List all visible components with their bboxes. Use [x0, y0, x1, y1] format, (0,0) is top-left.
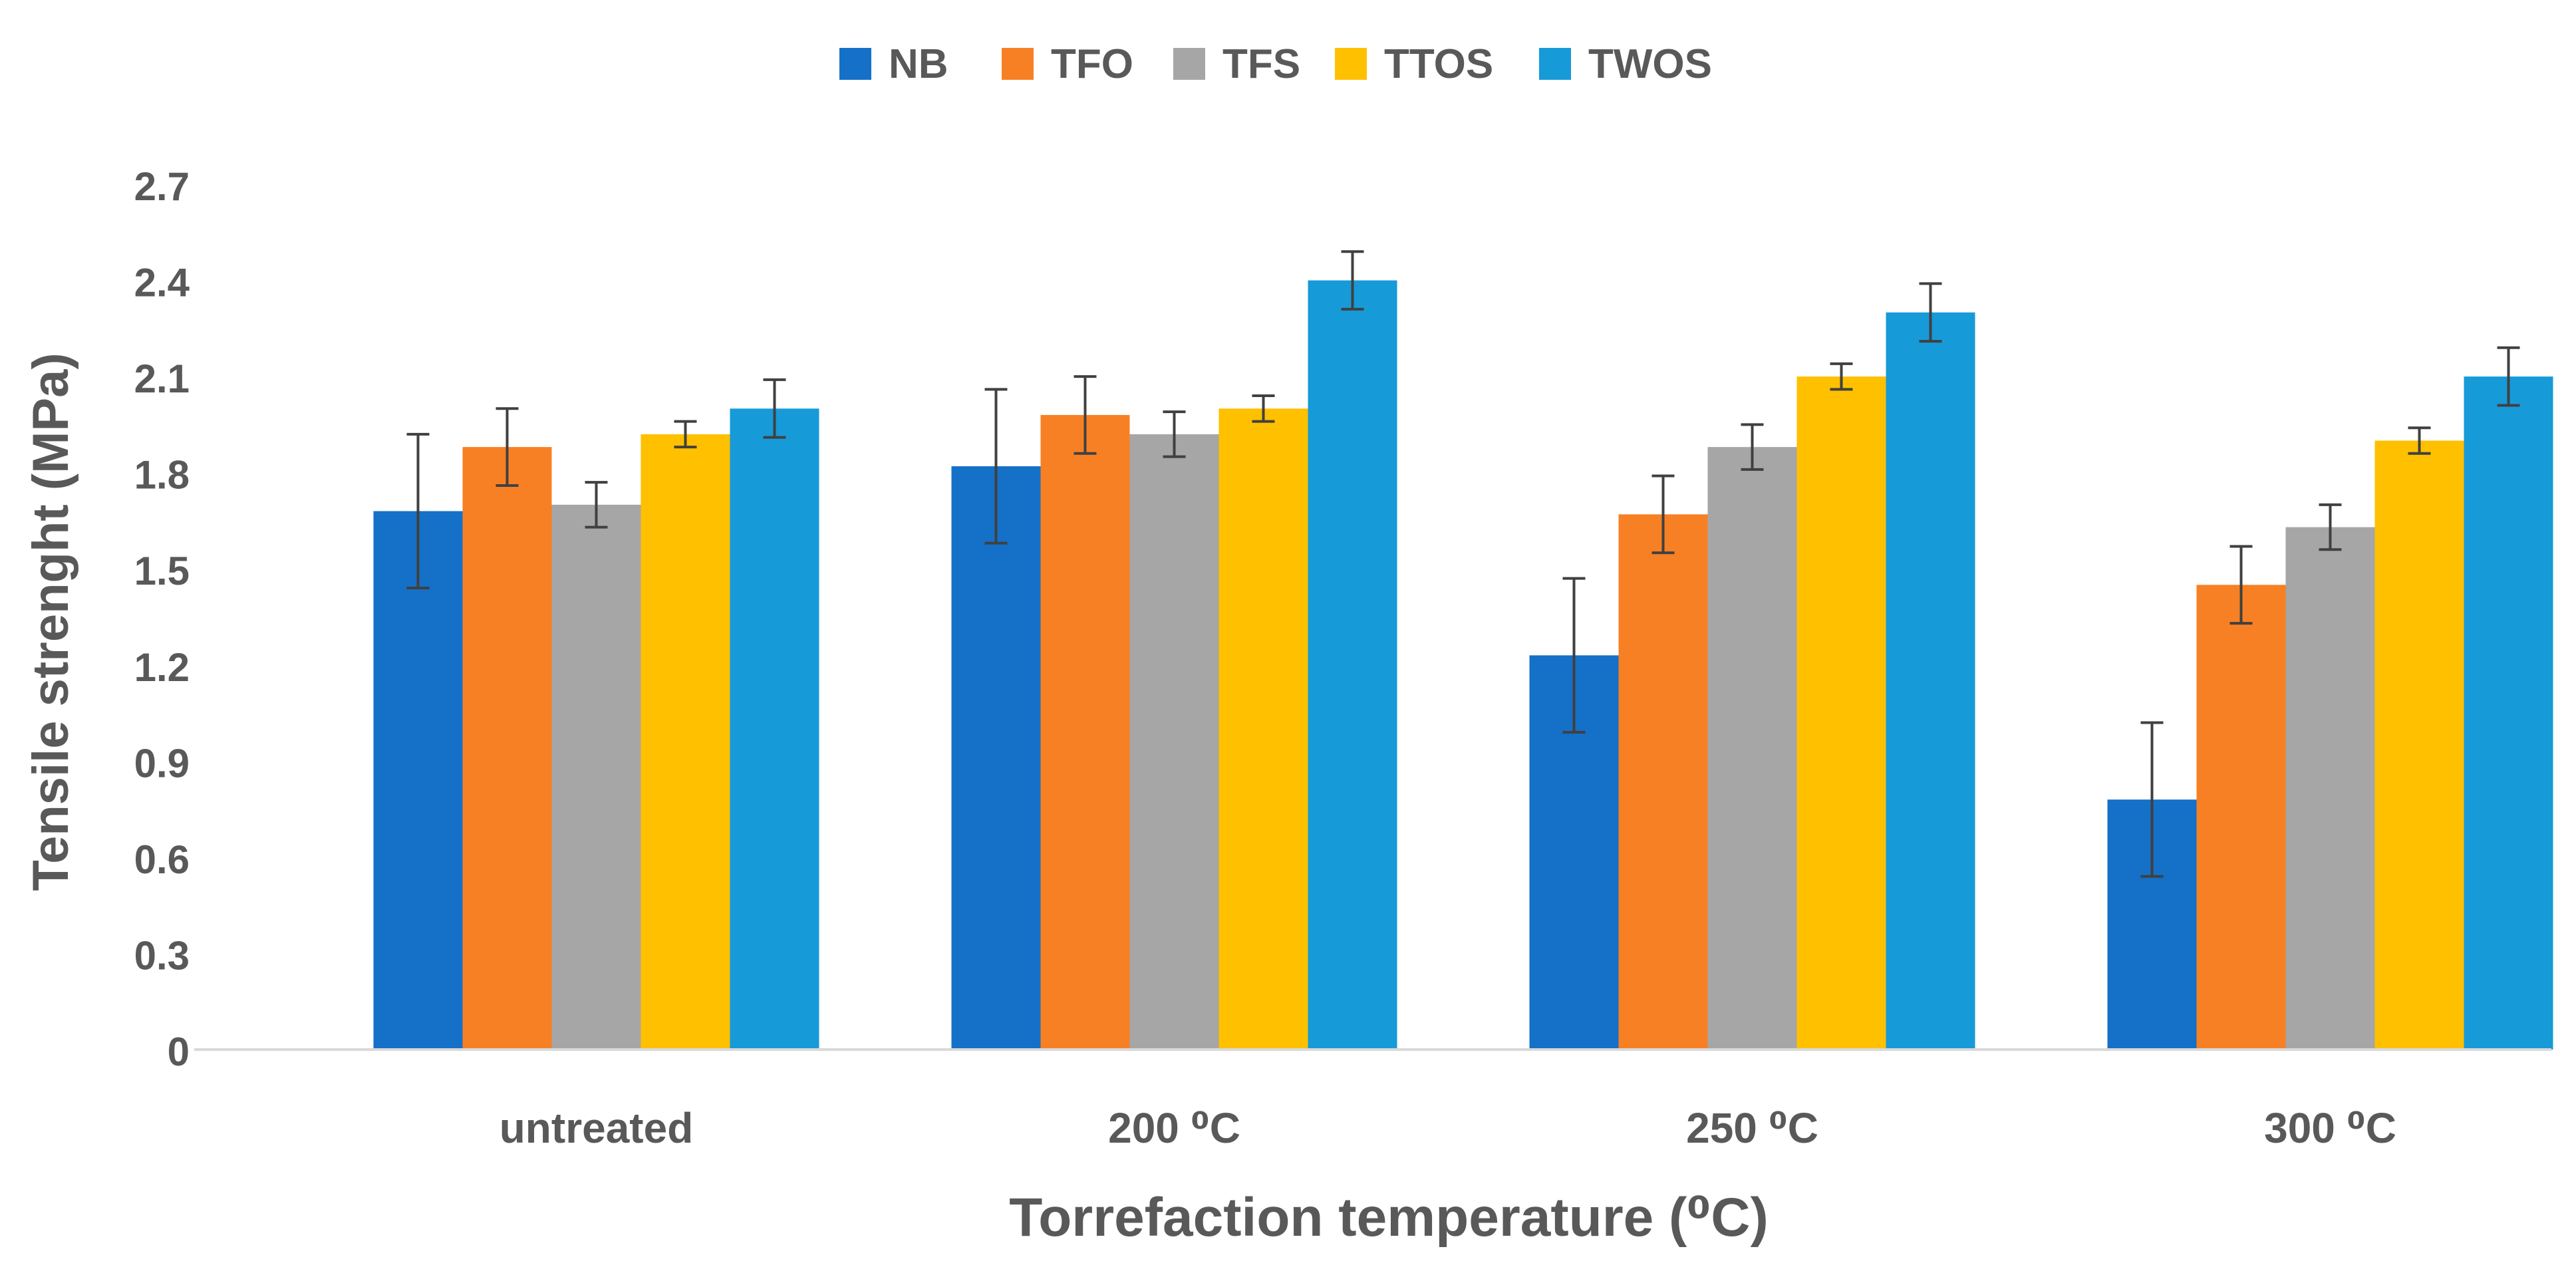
x-tick-label: 200 ⁰C [1108, 1104, 1240, 1152]
error-bar-nb-1 [984, 388, 1008, 545]
error-bar-twos-1 [1341, 250, 1364, 311]
error-bar-tfs-2 [1741, 423, 1764, 471]
legend-swatch [1335, 48, 1367, 80]
bar-tfs-3 [2285, 527, 2375, 1050]
y-tick-label: 0.6 [134, 837, 190, 882]
bar-twos-2 [1886, 312, 1975, 1050]
y-tick-label: 2.4 [134, 261, 190, 305]
legend-label: TTOS [1384, 41, 1493, 87]
error-bar-twos-3 [2497, 346, 2520, 407]
bar-nb-1 [951, 466, 1041, 1050]
legend-label: TWOS [1588, 41, 1712, 87]
error-bar-tfs-0 [585, 481, 608, 529]
y-tick-label: 1.8 [134, 453, 190, 498]
legend: NB TFO TFS TTOS TWOS [839, 41, 1712, 87]
error-bar-nb-0 [406, 432, 430, 590]
error-bar-tfs-3 [2319, 503, 2342, 551]
x-axis: untreated 200 ⁰C 250 ⁰C 300 ⁰C [194, 1048, 2551, 1152]
x-tick-label: 300 ⁰C [2264, 1104, 2396, 1152]
error-bar-tfs-1 [1163, 410, 1186, 458]
error-bar-ttos-2 [1830, 362, 1853, 391]
y-tick-label: 0.3 [134, 933, 190, 978]
error-bar-ttos-1 [1252, 394, 1275, 423]
y-axis-title: Tensile strenght (MPa) [23, 353, 79, 891]
bar-tfo-1 [1040, 414, 1130, 1050]
y-tick-label: 0.9 [134, 741, 190, 785]
legend-label: TFO [1051, 41, 1133, 87]
error-bar-nb-2 [1562, 577, 1586, 734]
y-tick-label: 0 [168, 1030, 190, 1074]
y-tick-label: 2.7 [134, 164, 190, 209]
x-tick-label: 250 ⁰C [1686, 1104, 1818, 1152]
legend-label: TFS [1222, 41, 1300, 87]
bar-twos-3 [2464, 376, 2553, 1050]
bar-twos-1 [1308, 280, 1397, 1050]
legend-item-twos: TWOS [1539, 41, 1712, 87]
bar-twos-0 [730, 408, 819, 1050]
bar-nb-0 [373, 511, 463, 1050]
error-bar-tfo-3 [2229, 545, 2253, 625]
y-tick-label: 1.2 [134, 645, 190, 690]
x-tick-label: untreated [500, 1104, 694, 1152]
legend-swatch [1002, 48, 1034, 80]
error-bar-tfo-1 [1073, 375, 1097, 455]
error-bar-twos-0 [763, 378, 786, 439]
bar-tfo-3 [2196, 585, 2286, 1050]
bar-tfo-2 [1618, 514, 1708, 1050]
y-tick-label: 1.5 [134, 549, 190, 593]
bar-ttos-3 [2374, 440, 2464, 1050]
legend-swatch [1173, 48, 1205, 80]
error-bar-ttos-3 [2408, 426, 2431, 455]
error-bar-tfo-2 [1651, 474, 1675, 555]
y-tick-label: 2.1 [134, 356, 190, 401]
legend-swatch [839, 48, 871, 80]
legend-item-tfo: TFO [1002, 41, 1133, 87]
bar-ttos-1 [1218, 408, 1308, 1050]
x-axis-title: Torrefaction temperature (⁰C) [1009, 1187, 1769, 1248]
legend-label: NB [889, 41, 948, 87]
error-bar-twos-2 [1919, 282, 1942, 343]
bar-tfo-0 [462, 447, 552, 1050]
bar-tfs-1 [1129, 434, 1219, 1050]
legend-item-nb: NB [839, 41, 948, 87]
legend-swatch [1539, 48, 1571, 80]
bars [373, 250, 2553, 1050]
y-axis: 0 0.3 0.6 0.9 1.2 1.5 1.8 2.1 2.4 2.7 [134, 164, 190, 1074]
error-bar-tfo-0 [496, 407, 519, 487]
legend-item-ttos: TTOS [1335, 41, 1493, 87]
error-bar-nb-3 [2140, 721, 2164, 878]
legend-item-tfs: TFS [1173, 41, 1300, 87]
bar-tfs-2 [1707, 447, 1797, 1050]
bar-ttos-0 [641, 434, 730, 1050]
bar-tfs-0 [551, 504, 641, 1050]
bar-ttos-2 [1796, 376, 1886, 1050]
error-bar-ttos-0 [674, 420, 697, 449]
